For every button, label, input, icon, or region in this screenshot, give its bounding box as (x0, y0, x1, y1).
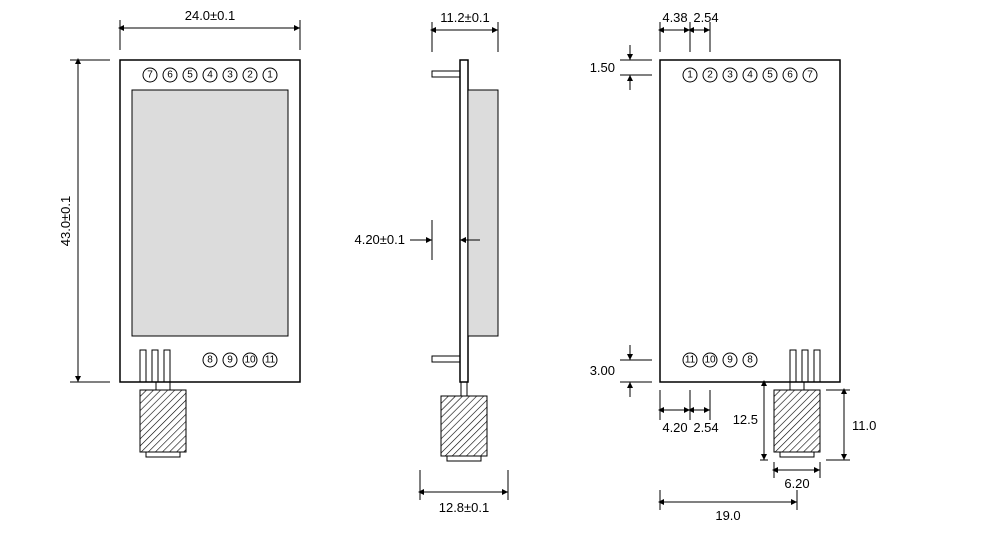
dim-back-top-margin: 1.50 (590, 45, 652, 90)
svg-text:4.20±0.1: 4.20±0.1 (354, 232, 405, 247)
pin-1-label: 1 (687, 70, 693, 81)
dim-front-height: 43.0±0.1 (58, 60, 110, 382)
pin-7-label: 7 (807, 70, 813, 81)
pin-9-label: 9 (727, 355, 733, 366)
svg-text:3.00: 3.00 (590, 363, 615, 378)
back-view: 1 2 3 4 5 6 7 11 10 9 8 4.38 2.54 (590, 10, 877, 523)
svg-text:2.54: 2.54 (693, 10, 718, 25)
pin-6-label: 6 (167, 70, 173, 81)
svg-text:11.2±0.1: 11.2±0.1 (440, 10, 490, 25)
dim-side-bottom-width: 12.8±0.1 (420, 470, 508, 515)
dim-side-top-width: 11.2±0.1 (432, 10, 498, 52)
svg-text:1.50: 1.50 (590, 60, 615, 75)
pin-8-label: 8 (747, 355, 753, 366)
dim-back-top-offset: 4.38 2.54 (660, 10, 719, 52)
dim-back-connector-w: 6.20 (774, 462, 820, 491)
side-shield (468, 90, 498, 336)
pin-11-label: 11 (685, 355, 696, 366)
dim-back-connector-offset: 19.0 (660, 490, 797, 523)
svg-text:4.38: 4.38 (662, 10, 687, 25)
pin-7-label: 7 (147, 70, 153, 81)
pin-1-label: 1 (267, 70, 273, 81)
pin-5-label: 5 (767, 70, 773, 81)
pin-3-label: 3 (227, 70, 233, 81)
pin-10-label: 10 (704, 355, 716, 366)
side-connector-stem (461, 382, 467, 396)
svg-text:24.0±0.1: 24.0±0.1 (185, 8, 236, 23)
dim-front-width: 24.0±0.1 (120, 8, 300, 50)
side-board (460, 60, 468, 382)
side-pin-bottom (432, 356, 460, 362)
side-view: 11.2±0.1 4.20±0.1 12.8±0.1 (354, 10, 508, 515)
svg-text:4.20: 4.20 (662, 420, 687, 435)
pin-2-label: 2 (707, 70, 713, 81)
side-sma-connector (441, 396, 487, 461)
pin-6-label: 6 (787, 70, 793, 81)
front-shield (132, 90, 288, 336)
svg-text:43.0±0.1: 43.0±0.1 (58, 196, 73, 247)
back-body (660, 60, 840, 382)
svg-text:6.20: 6.20 (784, 476, 809, 491)
pin-5-label: 5 (187, 70, 193, 81)
pin-4-label: 4 (207, 70, 213, 81)
dim-back-bottom-offset: 4.20 2.54 (660, 390, 719, 435)
pin-8-label: 8 (207, 355, 213, 366)
pin-10-label: 10 (244, 355, 256, 366)
front-view: 7 6 5 4 3 2 1 8 9 10 11 24.0±0.1 43.0 (58, 8, 300, 457)
pin-3-label: 3 (727, 70, 733, 81)
pin-4-label: 4 (747, 70, 753, 81)
side-pin-top (432, 71, 460, 77)
svg-text:12.5: 12.5 (733, 412, 758, 427)
svg-text:11.0: 11.0 (852, 418, 876, 433)
front-sma-connector (140, 382, 186, 457)
pin-2-label: 2 (247, 70, 253, 81)
back-sma-connector (774, 382, 820, 457)
pin-11-label: 11 (265, 355, 276, 366)
pin-9-label: 9 (227, 355, 233, 366)
svg-text:2.54: 2.54 (693, 420, 718, 435)
dim-back-bottom-margin: 3.00 (590, 345, 652, 397)
svg-text:12.8±0.1: 12.8±0.1 (439, 500, 490, 515)
svg-text:19.0: 19.0 (715, 508, 740, 523)
